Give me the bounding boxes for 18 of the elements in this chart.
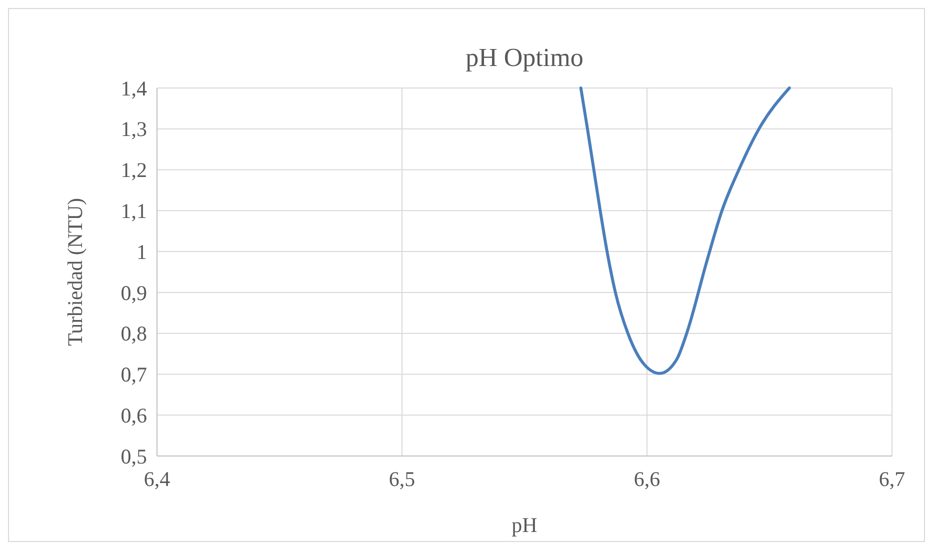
y-tick-label: 0,6: [120, 403, 147, 428]
y-axis-title: Turbiedad (NTU): [63, 198, 87, 346]
y-tick-label: 0,5: [120, 444, 147, 468]
x-tick-label: 6,6: [634, 467, 660, 491]
line-series: [579, 86, 791, 375]
y-tick-label: 1: [136, 240, 147, 264]
x-axis-title: pH: [512, 513, 538, 537]
y-tick-label: 1,1: [120, 199, 147, 224]
x-tick-label: 6,7: [878, 467, 906, 491]
x-tick-label: 6,4: [144, 467, 171, 491]
y-tick-label: 0,9: [120, 280, 147, 305]
chart-title: pH Optimo: [466, 43, 584, 72]
y-tick-label: 1,4: [120, 76, 148, 100]
y-tick-label: 0,7: [120, 362, 147, 387]
x-tick-label: 6,5: [388, 467, 416, 491]
y-tick-label: 1,2: [120, 158, 147, 182]
y-tick-label: 1,3: [120, 117, 147, 142]
y-tick-label: 0,8: [120, 322, 147, 346]
